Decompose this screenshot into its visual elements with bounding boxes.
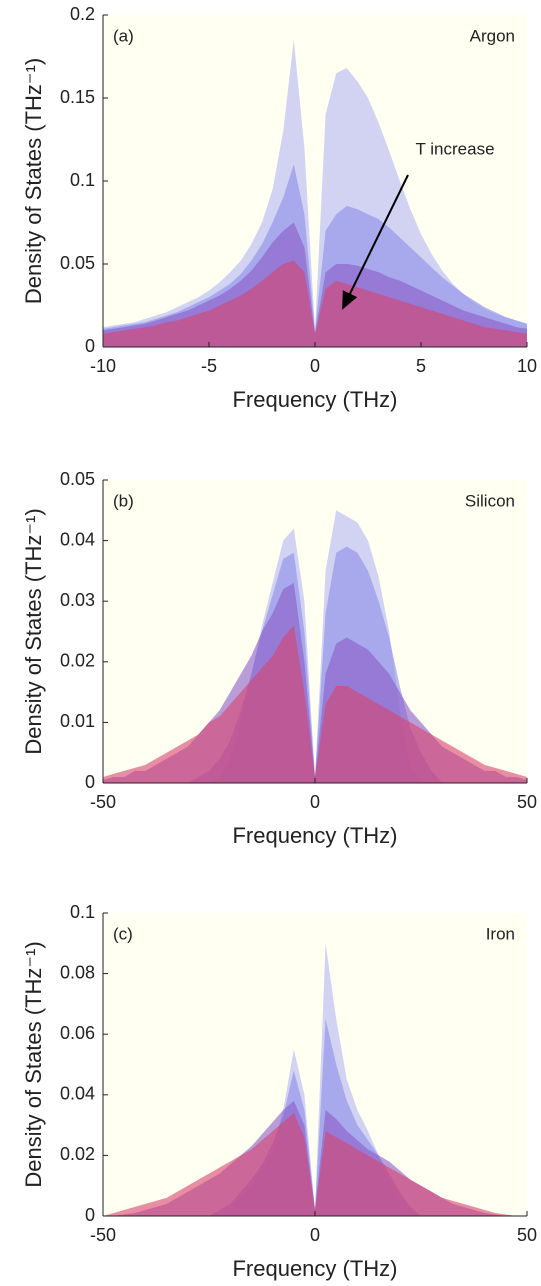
x-axis-label: Frequency (THz) <box>232 823 397 848</box>
y-tick-label: 0.08 <box>60 962 95 982</box>
y-tick-label: 0.01 <box>60 711 95 731</box>
panel-label: (c) <box>113 924 133 943</box>
x-tick-label: 0 <box>310 1225 320 1245</box>
y-tick-label: 0.02 <box>60 651 95 671</box>
panel-label: (a) <box>113 26 134 45</box>
x-tick-label: 50 <box>517 1225 537 1245</box>
y-tick-label: 0 <box>85 1205 95 1225</box>
y-tick-label: 0 <box>85 336 95 356</box>
x-tick-label: 5 <box>416 356 426 376</box>
y-tick-label: 0.04 <box>60 529 95 549</box>
y-tick-label: 0.05 <box>60 253 95 273</box>
dos-area <box>103 260 527 347</box>
dos-area <box>103 1112 527 1216</box>
x-tick-label: -5 <box>201 356 217 376</box>
y-tick-label: 0.03 <box>60 590 95 610</box>
y-tick-label: 0.04 <box>60 1084 95 1104</box>
y-tick-label: 0.06 <box>60 1023 95 1043</box>
y-tick-label: 0.1 <box>70 902 95 922</box>
y-tick-label: 0.2 <box>70 4 95 24</box>
x-tick-label: 0 <box>310 792 320 812</box>
panel-title: Argon <box>470 26 515 45</box>
y-axis-label: Density of States (THz⁻¹) <box>21 941 46 1187</box>
x-tick-label: -10 <box>90 356 116 376</box>
y-tick-label: 0.02 <box>60 1144 95 1164</box>
y-tick-label: 0.05 <box>60 469 95 489</box>
plot-background <box>103 913 527 1216</box>
y-tick-label: 0 <box>85 772 95 792</box>
dos-area <box>103 625 527 783</box>
x-tick-label: 10 <box>517 356 537 376</box>
y-tick-label: 0.15 <box>60 87 95 107</box>
annotation-arrow <box>342 174 409 310</box>
y-tick-label: 0.1 <box>70 170 95 190</box>
panel-label: (b) <box>113 491 134 510</box>
y-axis-label: Density of States (THz⁻¹) <box>21 58 46 304</box>
x-tick-label: 0 <box>310 356 320 376</box>
panel-title: Silicon <box>465 491 515 510</box>
annotation: T increase <box>415 139 494 158</box>
plot-background <box>103 480 527 783</box>
panel-title: Iron <box>486 924 515 943</box>
y-axis-label: Density of States (THz⁻¹) <box>21 508 46 754</box>
x-axis-label: Frequency (THz) <box>232 387 397 412</box>
x-axis-label: Frequency (THz) <box>232 1256 397 1281</box>
x-tick-label: -50 <box>90 1225 116 1245</box>
x-tick-label: -50 <box>90 792 116 812</box>
x-tick-label: 50 <box>517 792 537 812</box>
